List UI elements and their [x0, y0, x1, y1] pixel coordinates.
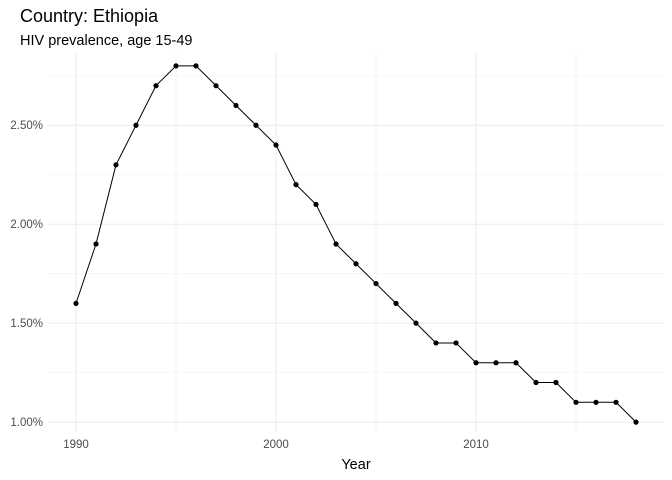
data-point	[213, 83, 219, 89]
series-layer	[73, 63, 639, 425]
data-point	[133, 122, 139, 128]
data-point	[153, 83, 159, 89]
data-point	[233, 102, 239, 109]
data-point	[293, 182, 299, 188]
data-point	[173, 63, 179, 69]
y-tick-labels: 1.00% 1.50% 2.00% 2.50%	[10, 120, 43, 429]
major-gridlines	[48, 54, 664, 432]
y-tick-label: 2.00%	[10, 219, 43, 231]
data-point	[273, 142, 279, 148]
data-point	[333, 241, 339, 247]
data-point	[393, 300, 399, 306]
chart-title: Country: Ethiopia	[20, 6, 159, 26]
series-line	[75, 65, 637, 423]
data-point	[373, 280, 379, 287]
data-point	[353, 261, 359, 267]
data-point	[593, 399, 599, 405]
minor-gridlines	[48, 54, 664, 432]
data-point	[193, 63, 199, 69]
data-point	[473, 360, 479, 366]
data-point	[633, 419, 639, 425]
data-point	[553, 379, 559, 386]
data-point	[73, 300, 79, 306]
x-tick-label: 1990	[63, 439, 89, 451]
data-point	[93, 241, 99, 247]
data-point	[113, 162, 119, 168]
data-point	[573, 399, 579, 405]
data-point	[513, 360, 519, 366]
data-point	[453, 340, 459, 346]
data-point	[533, 379, 539, 386]
x-tick-labels: 1990 2000 2010	[63, 439, 489, 451]
data-point	[313, 201, 319, 208]
x-axis-title: Year	[341, 457, 370, 473]
y-tick-label: 1.00%	[10, 417, 43, 429]
data-point	[433, 340, 439, 346]
x-tick-label: 2010	[463, 439, 489, 451]
data-point	[613, 399, 619, 405]
data-point	[253, 122, 259, 128]
data-point	[413, 320, 419, 326]
x-tick-label: 2000	[263, 439, 289, 451]
y-tick-label: 2.50%	[10, 120, 43, 132]
y-tick-label: 1.50%	[10, 318, 43, 330]
chart-subtitle: HIV prevalence, age 15-49	[20, 33, 193, 49]
data-point	[493, 360, 499, 366]
